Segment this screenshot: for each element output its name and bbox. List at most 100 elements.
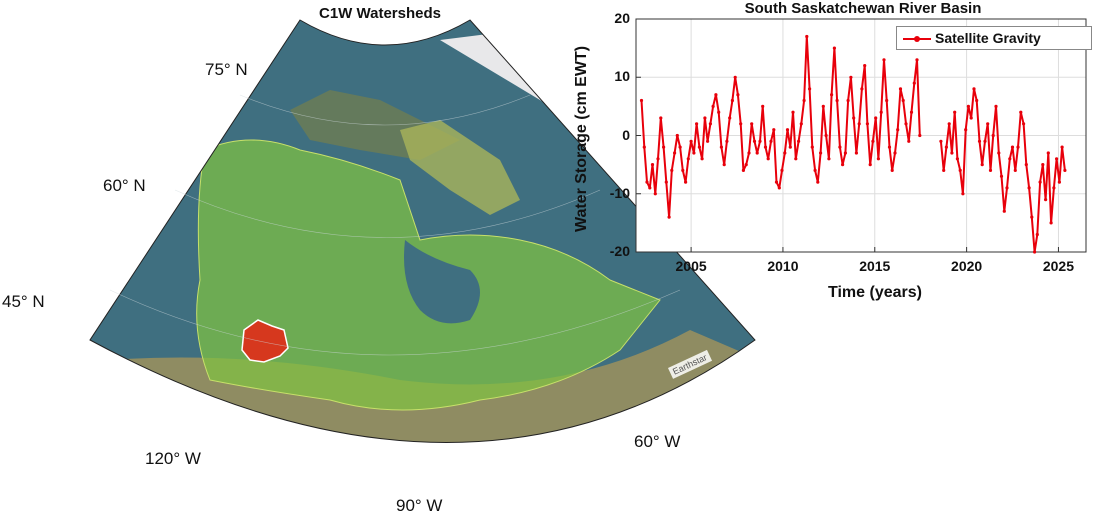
south-saskatchewan-basin[interactable]: [241, 319, 289, 363]
map-frame: [89, 19, 756, 443]
data-point: [947, 122, 951, 126]
lon-label-60: 60° W: [634, 432, 681, 451]
data-point: [835, 98, 839, 103]
data-point: [714, 93, 718, 97]
data-point: [950, 151, 954, 155]
data-point: [863, 64, 867, 68]
data-point: [1024, 163, 1028, 167]
data-point: [1002, 209, 1006, 213]
data-point: [802, 98, 806, 103]
data-point: [879, 110, 883, 114]
data-point: [887, 145, 892, 149]
data-point: [752, 139, 757, 143]
data-point: [777, 186, 781, 190]
data-point: [1057, 180, 1061, 184]
data-point: [741, 168, 746, 172]
data-point: [986, 122, 990, 126]
data-point: [1055, 157, 1059, 161]
data-point: [857, 122, 861, 126]
data-point: [695, 122, 699, 126]
data-point: [849, 75, 853, 79]
data-point: [890, 168, 894, 172]
data-point: [1046, 151, 1050, 155]
data-point: [816, 180, 820, 184]
data-point: [678, 145, 682, 149]
data-point: [944, 145, 949, 149]
data-point: [711, 104, 715, 108]
baffin-island: [400, 120, 520, 215]
graticule-lat-75: [239, 94, 531, 126]
data-point: [755, 151, 759, 155]
data-point: [1016, 145, 1020, 149]
data-point: [832, 46, 837, 50]
data-point: [1010, 145, 1015, 149]
legend-marker-swatch: [914, 36, 920, 42]
chart-legend: Satellite Gravity: [896, 26, 1092, 50]
data-point: [1022, 122, 1026, 126]
data-point: [692, 151, 696, 155]
data-point: [739, 122, 743, 126]
y-tick-label: 0: [622, 126, 630, 143]
data-point: [939, 139, 943, 143]
data-point: [1027, 186, 1031, 190]
data-point: [747, 151, 751, 155]
data-point: [896, 128, 900, 132]
data-point: [1030, 215, 1034, 219]
lon-label-120: 120° W: [145, 449, 201, 468]
data-point: [1008, 157, 1012, 161]
data-point: [769, 139, 773, 143]
data-point: [901, 98, 905, 103]
lat-label-60: 60° N: [103, 176, 146, 195]
data-point: [874, 116, 878, 120]
data-point: [966, 104, 971, 108]
data-point: [808, 87, 812, 91]
data-point: [827, 157, 831, 161]
series-line-segment: [640, 35, 921, 219]
x-tick-label: 2005: [675, 258, 707, 274]
data-point: [893, 151, 897, 155]
data-point: [885, 98, 889, 103]
data-point: [991, 133, 995, 138]
x-tick-label: 2020: [951, 258, 983, 274]
data-point: [725, 139, 729, 143]
data-point: [736, 93, 740, 97]
legend-label: Satellite Gravity: [935, 30, 1041, 46]
data-point: [772, 128, 776, 132]
data-point: [915, 58, 919, 62]
data-point: [650, 163, 655, 167]
data-point: [846, 98, 850, 103]
data-point: [708, 122, 713, 126]
data-point: [865, 122, 870, 126]
y-tick-label: -10: [609, 184, 630, 201]
data-point: [1063, 168, 1067, 172]
data-point: [988, 168, 993, 172]
data-point: [843, 151, 848, 155]
data-point: [763, 145, 768, 149]
data-point: [648, 186, 652, 190]
data-point: [719, 145, 724, 149]
data-point: [664, 180, 668, 184]
data-point: [1060, 145, 1064, 149]
data-point: [686, 157, 690, 161]
data-point: [656, 157, 660, 161]
data-point: [785, 128, 790, 132]
data-point: [961, 192, 965, 196]
data-point: [907, 139, 911, 143]
data-point: [794, 157, 798, 161]
data-point: [912, 81, 916, 85]
data-point: [983, 139, 987, 143]
data-point: [788, 145, 792, 149]
data-point: [733, 75, 737, 79]
data-point: [689, 139, 693, 143]
data-point: [783, 151, 787, 155]
data-point: [1044, 198, 1048, 202]
data-point: [821, 104, 825, 108]
map-title: C1W Watersheds: [319, 5, 441, 22]
data-point: [1038, 180, 1042, 184]
data-point: [1033, 250, 1037, 254]
graticule-lat-45: [109, 289, 681, 356]
data-point: [819, 151, 823, 155]
data-point: [642, 145, 646, 149]
data-point: [860, 87, 864, 91]
